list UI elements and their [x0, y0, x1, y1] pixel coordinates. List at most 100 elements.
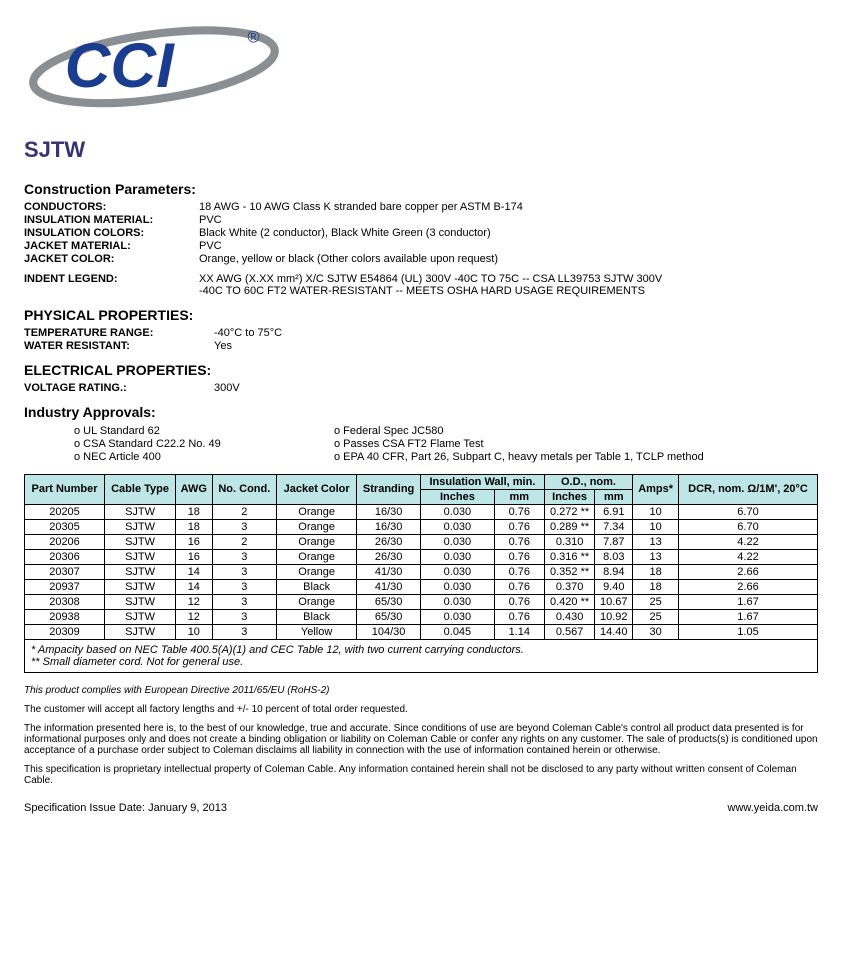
table-cell: 0.430 — [544, 609, 595, 624]
table-cell: 7.34 — [595, 519, 633, 534]
table-cell: 20309 — [25, 624, 105, 639]
table-cell: 0.370 — [544, 579, 595, 594]
table-row: 20306SJTW163Orange26/300.0300.760.316 **… — [25, 549, 818, 564]
approval-item: o UL Standard 62 — [74, 425, 334, 437]
table-cell: SJTW — [105, 624, 176, 639]
table-cell: 3 — [212, 579, 277, 594]
table-cell: 0.030 — [421, 549, 495, 564]
param-value: 18 AWG - 10 AWG Class K stranded bare co… — [199, 201, 523, 213]
table-cell: 7.87 — [595, 534, 633, 549]
col-part: Part Number — [25, 474, 105, 504]
col-cond: No. Cond. — [212, 474, 277, 504]
approval-item: o CSA Standard C22.2 No. 49 — [74, 438, 334, 450]
table-cell: 20306 — [25, 549, 105, 564]
col-dcr: DCR, nom. Ω/1M', 20°C — [679, 474, 818, 504]
table-cell: 0.420 ** — [544, 594, 595, 609]
table-row: 20309SJTW103Yellow104/300.0451.140.56714… — [25, 624, 818, 639]
param-label: INSULATION MATERIAL: — [24, 214, 199, 226]
table-cell: Orange — [277, 564, 357, 579]
approval-item: o Federal Spec JC580 — [334, 425, 704, 437]
table-cell: 0.76 — [494, 594, 544, 609]
table-cell: 0.76 — [494, 564, 544, 579]
param-value: PVC — [199, 214, 222, 226]
table-cell: SJTW — [105, 564, 176, 579]
col-jacket: Jacket Color — [277, 474, 357, 504]
indent-line: -40C TO 60C FT2 WATER-RESISTANT -- MEETS… — [199, 285, 662, 297]
table-cell: 0.352 ** — [544, 564, 595, 579]
table-row: 20305SJTW183Orange16/300.0300.760.289 **… — [25, 519, 818, 534]
footnote-1: * Ampacity based on NEC Table 400.5(A)(1… — [31, 644, 811, 656]
col-awg: AWG — [176, 474, 212, 504]
param-value: Black White (2 conductor), Black White G… — [199, 227, 491, 239]
table-cell: 3 — [212, 564, 277, 579]
param-value: Yes — [214, 340, 232, 352]
param-row: WATER RESISTANT: Yes — [24, 340, 818, 352]
table-cell: 16/30 — [357, 504, 421, 519]
table-row: 20205SJTW182Orange16/300.0300.760.272 **… — [25, 504, 818, 519]
param-label: CONDUCTORS: — [24, 201, 199, 213]
disclaimer-rohs: This product complies with European Dire… — [24, 685, 818, 696]
indent-label: INDENT LEGEND: — [24, 273, 199, 297]
table-cell: 3 — [212, 594, 277, 609]
param-row: INSULATION COLORS: Black White (2 conduc… — [24, 227, 818, 239]
table-cell: 0.289 ** — [544, 519, 595, 534]
table-cell: 0.316 ** — [544, 549, 595, 564]
table-cell: 1.67 — [679, 594, 818, 609]
indent-legend: INDENT LEGEND: XX AWG (X.XX mm²) X/C SJT… — [24, 273, 818, 297]
table-cell: 3 — [212, 624, 277, 639]
footer-url: www.yeida.com.tw — [728, 802, 818, 814]
header-row-1: Part Number Cable Type AWG No. Cond. Jac… — [25, 474, 818, 489]
table-cell: 18 — [633, 564, 679, 579]
table-cell: SJTW — [105, 609, 176, 624]
approval-item: o Passes CSA FT2 Flame Test — [334, 438, 704, 450]
spec-table-head: Part Number Cable Type AWG No. Cond. Jac… — [25, 474, 818, 504]
param-row: CONDUCTORS: 18 AWG - 10 AWG Class K stra… — [24, 201, 818, 213]
cci-logo-icon: CCI ® — [24, 18, 284, 116]
indent-value: XX AWG (X.XX mm²) X/C SJTW E54864 (UL) 3… — [199, 273, 662, 297]
table-cell: SJTW — [105, 594, 176, 609]
col-od-in: Inches — [544, 489, 595, 504]
table-cell: 0.76 — [494, 534, 544, 549]
table-cell: 104/30 — [357, 624, 421, 639]
table-cell: 18 — [176, 519, 212, 534]
approvals-list: o UL Standard 62 o CSA Standard C22.2 No… — [74, 424, 818, 464]
param-row: VOLTAGE RATING.: 300V — [24, 382, 818, 394]
col-cable: Cable Type — [105, 474, 176, 504]
table-cell: 2.66 — [679, 579, 818, 594]
param-value: Orange, yellow or black (Other colors av… — [199, 253, 498, 265]
col-od-mm: mm — [595, 489, 633, 504]
table-cell: SJTW — [105, 519, 176, 534]
table-cell: 18 — [176, 504, 212, 519]
disclaimer-ip: This specification is proprietary intell… — [24, 764, 818, 786]
table-cell: SJTW — [105, 534, 176, 549]
table-cell: 1.14 — [494, 624, 544, 639]
table-cell: 0.76 — [494, 579, 544, 594]
table-cell: 20938 — [25, 609, 105, 624]
table-cell: 0.76 — [494, 519, 544, 534]
indent-line: XX AWG (X.XX mm²) X/C SJTW E54864 (UL) 3… — [199, 273, 662, 285]
table-cell: 10.67 — [595, 594, 633, 609]
param-row: INSULATION MATERIAL: PVC — [24, 214, 818, 226]
table-cell: 0.030 — [421, 579, 495, 594]
param-row: TEMPERATURE RANGE: -40°C to 75°C — [24, 327, 818, 339]
table-cell: 25 — [633, 609, 679, 624]
table-cell: 2 — [212, 534, 277, 549]
table-cell: 1.05 — [679, 624, 818, 639]
table-cell: 0.045 — [421, 624, 495, 639]
table-cell: 65/30 — [357, 594, 421, 609]
table-cell: 0.76 — [494, 549, 544, 564]
approval-item: o NEC Article 400 — [74, 451, 334, 463]
table-cell: 10.92 — [595, 609, 633, 624]
col-insul-in: Inches — [421, 489, 495, 504]
table-cell: 0.030 — [421, 519, 495, 534]
svg-text:CCI: CCI — [65, 31, 176, 101]
table-cell: 30 — [633, 624, 679, 639]
table-cell: 0.030 — [421, 564, 495, 579]
table-cell: 10 — [176, 624, 212, 639]
table-cell: SJTW — [105, 549, 176, 564]
table-cell: 16/30 — [357, 519, 421, 534]
disclaimer-info: The information presented here is, to th… — [24, 723, 818, 756]
table-cell: 3 — [212, 609, 277, 624]
table-cell: SJTW — [105, 504, 176, 519]
table-cell: Orange — [277, 504, 357, 519]
